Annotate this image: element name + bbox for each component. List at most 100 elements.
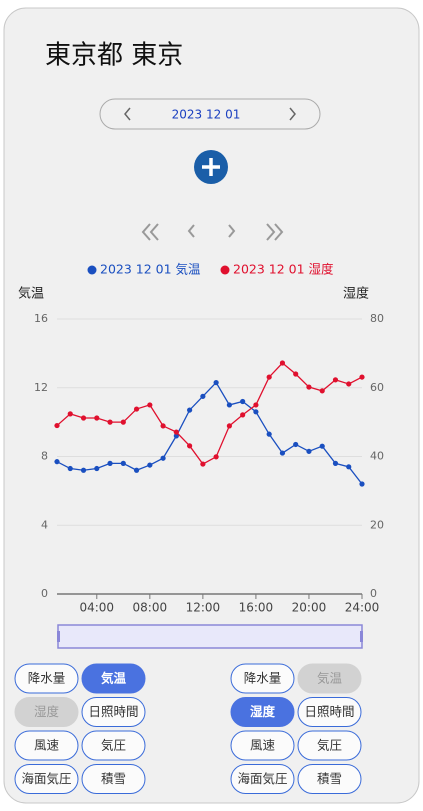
toggle-button[interactable] [230,730,295,761]
data-point [226,402,232,408]
data-point [306,384,312,390]
y-tick-label: 16 [34,312,48,325]
toggle-button[interactable] [230,663,295,694]
toggle-button[interactable] [14,663,79,694]
toggle-button[interactable] [230,764,295,794]
data-point [80,415,87,421]
data-point [293,371,299,377]
next-day[interactable] [289,107,296,121]
data-point [54,422,60,429]
toggle-button[interactable] [14,764,79,794]
toggle-button[interactable] [81,697,146,727]
toggle-button[interactable] [297,697,362,727]
data-point [67,465,73,472]
x-tick-label: 24:00 [345,601,380,615]
data-point [240,398,246,405]
data-point [160,423,166,429]
data-point [213,454,219,460]
prev[interactable] [187,224,195,238]
button-label[interactable]: 風速 [250,738,276,753]
page-title: 東京都 東京 [45,41,183,71]
y2-tick-label: 60 [370,381,384,394]
y-tick-label: 8 [41,450,48,463]
y2-tick-label: 80 [370,312,384,325]
data-point [213,379,219,386]
data-point [200,461,206,467]
y2-tick-label: 0 [370,587,377,600]
data-point [187,443,193,449]
card [3,7,420,804]
data-point [200,393,206,399]
slider-handle[interactable] [360,631,363,642]
data-point [346,381,352,387]
button-label[interactable]: 風速 [34,738,60,753]
button-label[interactable]: 積雪 [317,771,342,786]
data-point [306,448,312,454]
toggle-button[interactable] [297,764,362,794]
data-point [319,443,325,449]
button-label: 湿度 [34,704,60,719]
data-point [120,460,126,466]
data-point [187,407,193,413]
data-point [279,360,286,366]
data-point [253,402,259,408]
chart: 気温 湿度 0 4 8 12 16 0 20 40 60 80 04:00 08:00 12:00 16:00… [18,262,384,615]
button-label[interactable]: 日照時間 [304,704,354,719]
data-point [147,402,153,408]
x-tick-label: 08:00 [133,601,168,615]
nav-arrows [141,223,284,241]
first[interactable] [141,223,159,241]
data-point [54,459,60,465]
legend-label: 2023 12 01 湿度 [233,262,334,277]
data-point [107,460,113,466]
y2-tick-label: 40 [370,450,384,463]
legend-dot [220,265,230,275]
add-button[interactable] [194,150,228,184]
data-point [332,377,339,383]
toggle-button[interactable] [14,730,79,761]
data-point [94,465,100,472]
button-label[interactable]: 気圧 [101,738,126,753]
toggle-button[interactable] [297,730,362,761]
y-axis-title: 気温 [18,286,44,302]
date-text[interactable]: 2023 12 01 [172,108,241,122]
data-point [173,433,179,439]
add-icon [202,158,220,176]
data-point [266,431,272,437]
data-point [120,419,126,425]
toggle-button[interactable] [81,663,146,694]
last[interactable] [266,223,284,241]
data-point [133,467,140,473]
button-label[interactable]: 降水量 [28,671,66,686]
y2-axis-title: 湿度 [343,286,369,302]
button-label[interactable]: 気温 [101,671,127,686]
data-point [160,455,166,461]
button-label[interactable]: 海面気圧 [21,771,71,786]
data-point [173,429,179,435]
slider-track[interactable] [57,624,363,649]
button-label[interactable]: 積雪 [101,771,126,786]
button-label[interactable]: 気圧 [317,738,342,753]
data-point [346,464,352,470]
y-tick-label: 12 [34,381,48,394]
button-label[interactable]: 降水量 [244,671,282,686]
toggle-button[interactable] [81,730,146,761]
x-tick-label: 16:00 [239,601,274,615]
button-label[interactable]: 海面気圧 [237,771,287,786]
button-label[interactable]: 日照時間 [88,704,138,719]
data-point [240,412,246,418]
slider-handle[interactable] [57,631,60,642]
data-point [253,409,259,415]
data-point [80,467,87,473]
range-slider[interactable] [57,624,363,649]
toggle-button[interactable] [81,764,146,794]
prev-day[interactable] [124,107,131,121]
button-label[interactable]: 湿度 [250,704,276,719]
toggle-button[interactable] [230,697,295,727]
next[interactable] [228,224,236,238]
data-point [279,450,286,456]
date-picker: 2023 12 01 [99,98,321,130]
x-tick-label: 20:00 [292,601,327,615]
